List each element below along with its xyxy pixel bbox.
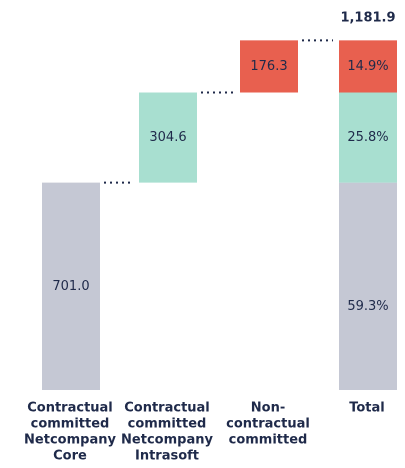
share-label: 25.8%	[347, 130, 388, 145]
bar	[240, 40, 298, 93]
x-tick-label: Netcompany	[121, 433, 213, 448]
bar	[42, 182, 100, 390]
x-tick-label: Contractual	[27, 401, 113, 416]
x-tick-label: contractual	[226, 417, 310, 432]
value-label: 176.3	[250, 59, 287, 74]
x-tick-label: committed	[128, 417, 207, 432]
value-label: 701.0	[52, 279, 89, 294]
share-label: 59.3%	[347, 299, 388, 314]
x-tick-label: Total	[349, 401, 385, 416]
total-segment	[339, 40, 397, 93]
x-tick-label: committed	[31, 417, 110, 432]
total-segment	[339, 92, 397, 183]
x-tick-label: committed	[229, 433, 308, 448]
bar	[139, 92, 197, 183]
value-label: 304.6	[149, 130, 186, 145]
total-label: 1,181.9	[340, 11, 395, 26]
share-label: 14.9%	[347, 59, 388, 74]
x-tick-label: Contractual	[124, 401, 210, 416]
x-tick-label: Non-	[251, 401, 285, 416]
x-tick-label: Intrasoft	[135, 449, 199, 464]
x-tick-label: Netcompany	[24, 433, 116, 448]
x-tick-label: Core	[53, 449, 87, 464]
total-segment	[339, 182, 397, 390]
